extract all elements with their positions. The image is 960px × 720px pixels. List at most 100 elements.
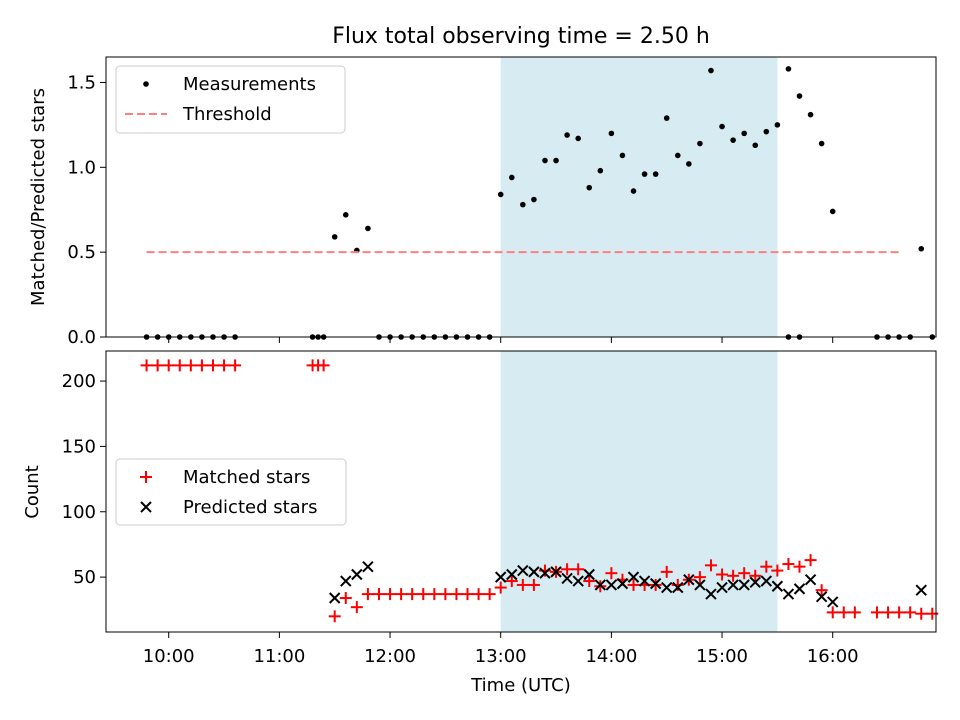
- matched-star-point: [317, 359, 330, 372]
- predicted-star-point: [539, 567, 551, 579]
- predicted-star-point: [649, 577, 662, 590]
- matched-star-point: [151, 359, 164, 372]
- measurement-point: [697, 140, 703, 147]
- predicted-star-point: [815, 591, 828, 603]
- bottom-y-tick-label: 50: [73, 567, 96, 588]
- legend-measurements-marker: [143, 81, 149, 87]
- top-y-tick-label: 0.0: [67, 327, 96, 348]
- top-axes: 0.0 0.5 1.0 1.5 Matched/Predicted stars Mea…: [28, 56, 937, 348]
- top-y-tick-label: 0.5: [67, 242, 96, 263]
- predicted-star-point: [760, 575, 773, 587]
- predicted-star-point: [638, 575, 651, 587]
- bottom-x-ticks: 10:00 11:00 12:00 13:00 14:00 15:00 16:00: [143, 632, 859, 667]
- legend-predicted-label: Predicted stars: [183, 497, 317, 518]
- predicted-star-point: [351, 568, 363, 581]
- measurement-point: [918, 245, 925, 252]
- matched-star-point: [417, 588, 430, 601]
- measurement-point: [520, 201, 526, 208]
- bottom-legend: Matched stars Predicted stars: [115, 458, 347, 526]
- matched-star-point: [716, 568, 729, 581]
- measurement-point: [674, 152, 681, 159]
- matched-star-point: [583, 575, 596, 588]
- predicted-star-point: [782, 588, 795, 600]
- matched-star-point: [882, 606, 895, 619]
- measurement-point: [686, 161, 692, 167]
- matched-star-point: [472, 588, 485, 601]
- measurement-point: [497, 191, 504, 198]
- matched-star-point: [406, 588, 419, 601]
- legend-threshold-label: Threshold: [182, 104, 272, 125]
- chart-title: Flux total observing time = 2.50 h: [332, 24, 710, 49]
- matched-star-point: [384, 588, 397, 601]
- predicted-star-point: [793, 583, 806, 595]
- measurement-point: [575, 135, 581, 142]
- measurement-point: [752, 142, 759, 149]
- top-axes-frame: [105, 56, 937, 338]
- matched-star-point: [140, 359, 153, 372]
- predicted-star-point: [572, 575, 584, 587]
- bottom-highlight-band: [500, 351, 778, 632]
- measurement-point: [365, 225, 371, 232]
- matched-star-point: [218, 359, 231, 372]
- measurement-point: [818, 140, 825, 147]
- predicted-star-point: [749, 576, 761, 589]
- predicted-star-point: [705, 588, 717, 600]
- matched-star-point: [516, 578, 529, 591]
- top-data-marks: [143, 66, 936, 340]
- bottom-data-marks: [140, 359, 939, 623]
- measurement-point: [829, 208, 836, 215]
- predicted-star-point: [627, 571, 640, 583]
- legend-matched-marker: [140, 471, 152, 483]
- predicted-star-point: [716, 581, 728, 594]
- matched-star-point: [793, 560, 806, 573]
- matched-star-point: [483, 588, 496, 601]
- predicted-star-point: [694, 579, 706, 591]
- measurement-point: [508, 174, 515, 181]
- x-tick-label: 16:00: [807, 646, 859, 667]
- matched-star-point: [572, 563, 585, 576]
- measurement-point: [774, 122, 781, 128]
- measurement-point: [730, 137, 736, 143]
- matched-star-point: [461, 588, 474, 601]
- bottom-axes-frame: [105, 350, 937, 633]
- legend-measurements-label: Measurements: [183, 74, 316, 95]
- matched-star-point: [693, 571, 706, 584]
- bottom-y-tick-label: 150: [62, 436, 96, 457]
- x-tick-label: 13:00: [475, 646, 527, 667]
- predicted-star-point: [683, 574, 695, 586]
- measurement-point: [663, 115, 670, 121]
- matched-star-point: [439, 588, 452, 601]
- matched-star-point: [727, 569, 740, 582]
- measurement-point: [641, 171, 648, 177]
- predicted-star-point: [915, 584, 927, 596]
- matched-star-point: [395, 588, 408, 601]
- bottom-axes: 50 100 150 200 10:00 11:00 12:00 13:00 14:00 15:…: [22, 350, 939, 696]
- bottom-y-tick-label: 200: [62, 371, 96, 392]
- measurement-point: [608, 130, 615, 137]
- measurement-point: [708, 67, 714, 74]
- bottom-y-tick-label: 100: [62, 502, 96, 523]
- matched-star-point: [660, 565, 673, 578]
- matched-star-point: [505, 575, 518, 588]
- predicted-star-point: [362, 560, 374, 573]
- matched-star-point: [704, 559, 717, 572]
- measurement-point: [553, 157, 559, 164]
- matched-star-point: [229, 359, 242, 372]
- matched-star-point: [350, 601, 363, 614]
- matched-star-point: [915, 607, 928, 620]
- predicted-star-point: [594, 579, 607, 591]
- predicted-star-point: [672, 581, 684, 594]
- measurement-point: [342, 212, 349, 218]
- measurement-point: [763, 128, 770, 135]
- matched-star-point: [195, 359, 208, 372]
- top-legend: Measurements Threshold: [115, 65, 346, 134]
- measurement-point: [542, 157, 548, 164]
- legend-predicted-marker: [140, 501, 152, 513]
- matched-star-point: [804, 554, 817, 567]
- matched-star-point: [771, 564, 784, 577]
- top-y-axis-label: Matched/Predicted stars: [28, 88, 49, 306]
- predicted-star-point: [771, 580, 784, 592]
- predicted-star-point: [329, 592, 341, 604]
- top-y-tick-label: 1.0: [67, 157, 96, 178]
- matched-star-point: [782, 558, 795, 571]
